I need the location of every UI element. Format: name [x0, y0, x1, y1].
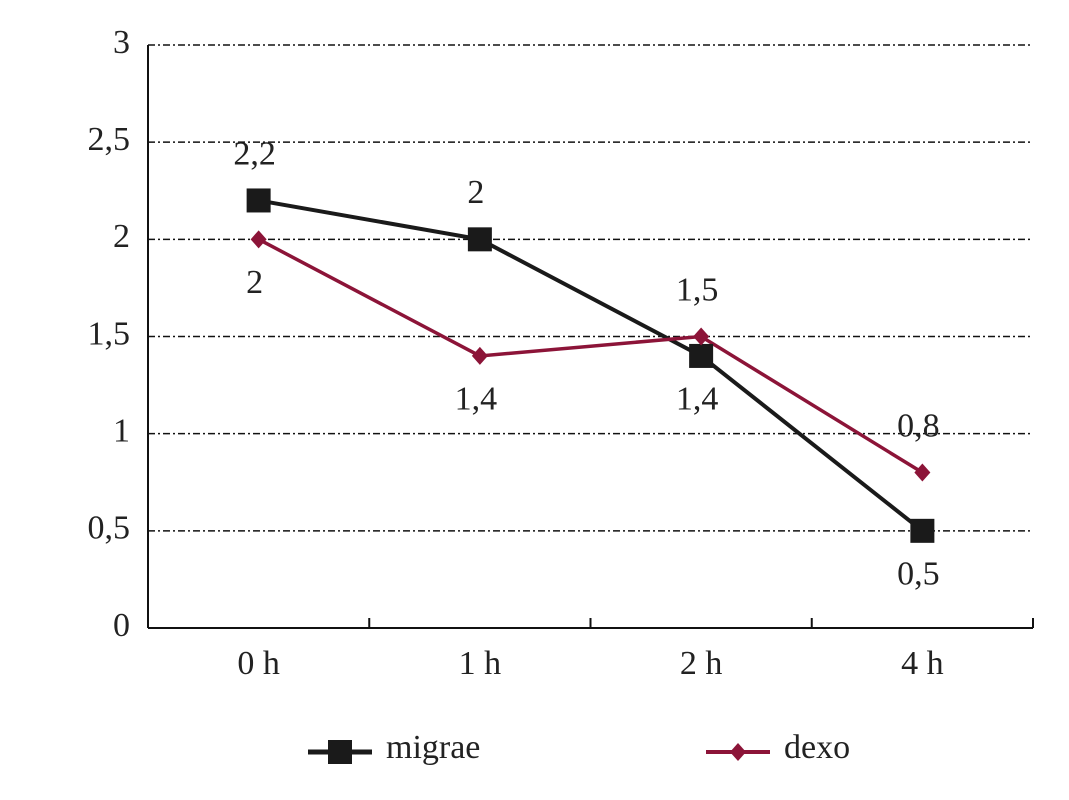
marker	[910, 518, 935, 543]
y-tick-label: 0,5	[88, 510, 131, 547]
data-label: 1,4	[676, 381, 719, 418]
x-tick-label: 1 h	[459, 645, 502, 682]
data-label: 2	[246, 264, 263, 301]
series-line	[257, 237, 924, 475]
legend-label: dexo	[784, 729, 850, 766]
data-label: 0,8	[897, 407, 940, 444]
marker	[730, 743, 746, 761]
data-label: 2	[467, 174, 484, 211]
marker	[689, 343, 714, 368]
data-label: 0,5	[897, 556, 940, 593]
series-line	[258, 198, 924, 533]
y-tick-label: 1	[113, 412, 130, 449]
y-tick-label: 1,5	[88, 315, 131, 352]
x-tick-label: 0 h	[237, 645, 280, 682]
marker	[471, 346, 488, 365]
x-tick-label: 2 h	[680, 645, 723, 682]
legend-label: migrae	[386, 729, 480, 766]
marker	[328, 740, 352, 764]
data-label: 1,5	[676, 271, 719, 308]
marker	[250, 230, 267, 249]
y-tick-label: 0	[113, 607, 130, 644]
marker	[914, 463, 931, 482]
marker	[693, 327, 710, 346]
marker	[467, 227, 492, 252]
y-tick-label: 2,5	[88, 121, 131, 158]
y-tick-label: 3	[113, 24, 130, 61]
y-tick-label: 2	[113, 218, 130, 255]
x-tick-label: 4 h	[901, 645, 944, 682]
data-label: 1,4	[455, 381, 498, 418]
data-label: 2,2	[233, 135, 276, 172]
marker	[246, 188, 271, 213]
